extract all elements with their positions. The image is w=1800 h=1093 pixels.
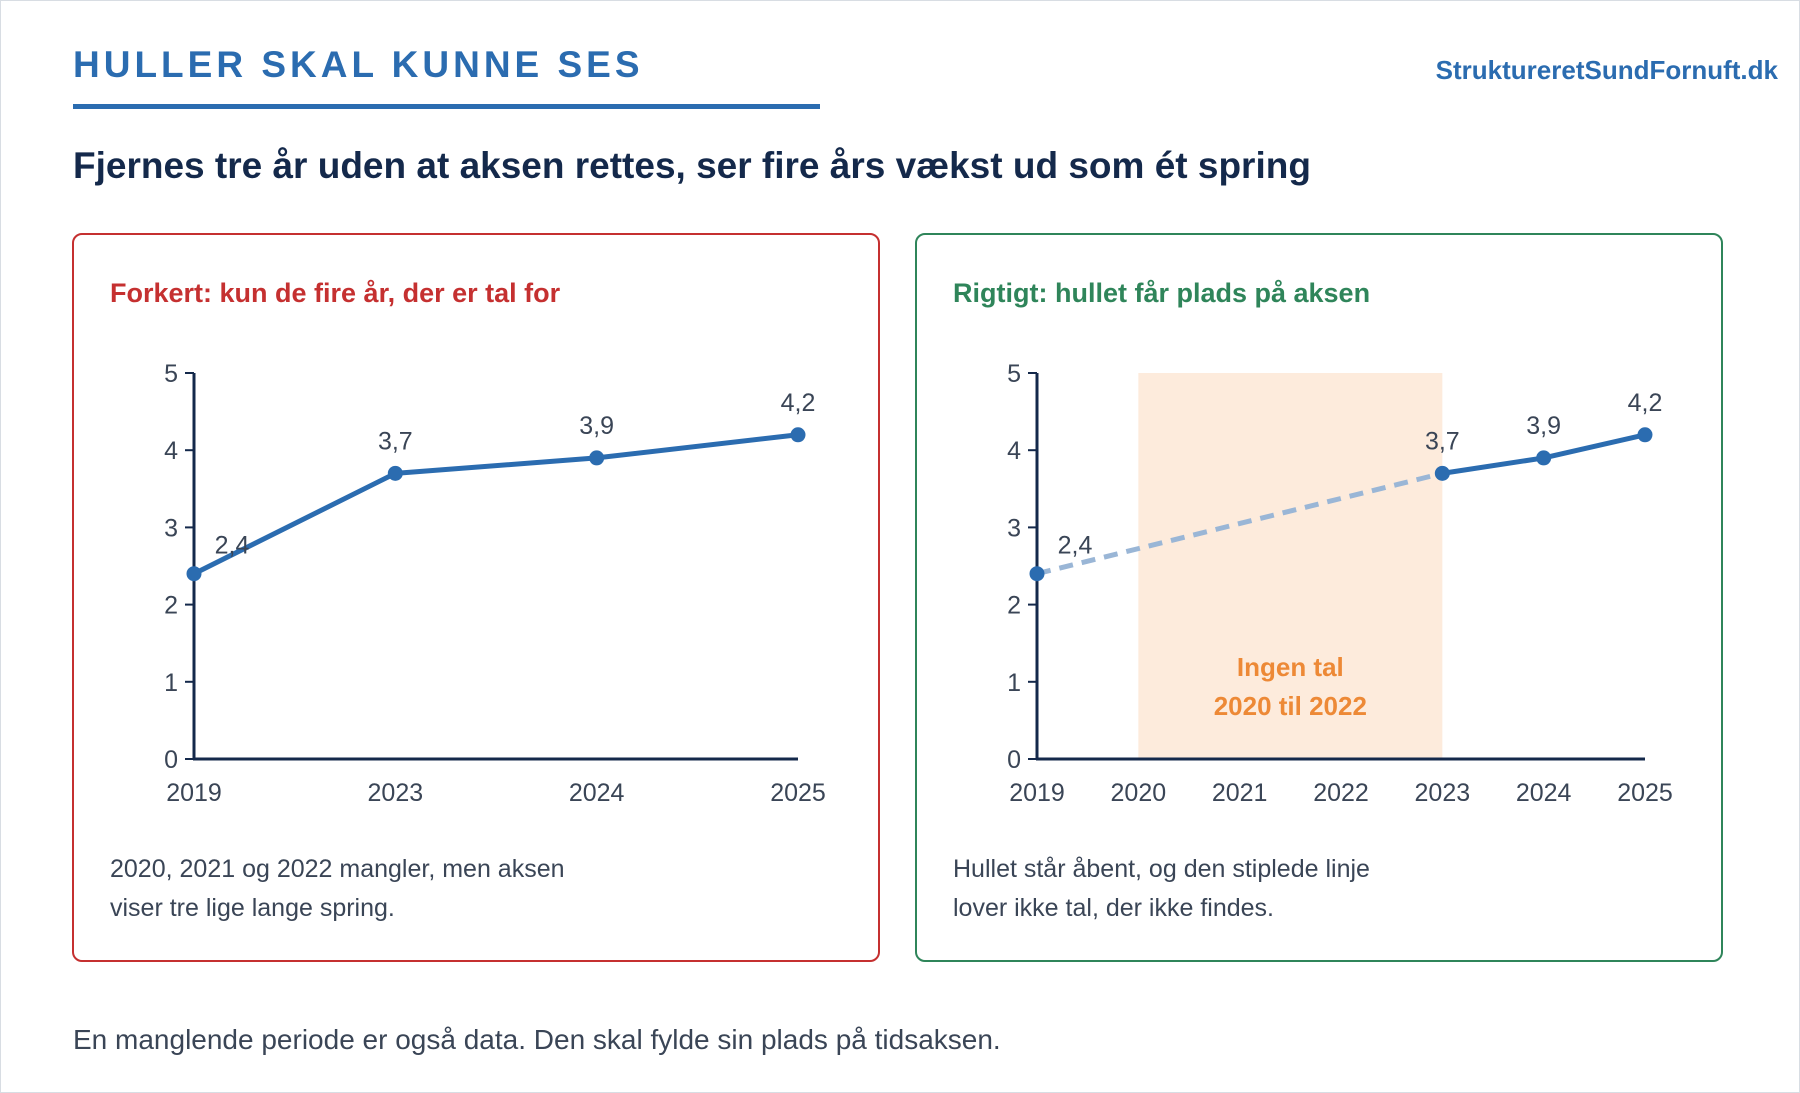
y-tick-label: 0 <box>164 746 178 774</box>
series-line <box>192 432 799 576</box>
panel-wrong-note-line1: 2020, 2021 og 2022 mangler, men aksen <box>110 855 565 883</box>
panel-wrong-note: 2020, 2021 og 2022 mangler, men aksen vi… <box>110 850 710 928</box>
x-tick-label: 2019 <box>1009 779 1065 807</box>
y-tick-label: 1 <box>1007 669 1021 697</box>
x-tick-label: 2023 <box>368 779 424 807</box>
x-tick-label: 2024 <box>569 779 625 807</box>
data-label: 3,9 <box>579 412 614 440</box>
data-label: 2,4 <box>215 532 250 560</box>
x-tick-label: 2021 <box>1212 779 1268 807</box>
chart-right: Ingen tal 2020 til 2022 0 1 2 3 4 5 2019 2020 2021… <box>1007 360 1673 807</box>
kicker-underline <box>73 104 820 109</box>
y-tick-label: 2 <box>1007 592 1021 620</box>
y-tick-label: 4 <box>164 437 178 465</box>
y-tick-label: 5 <box>164 360 178 388</box>
x-tick-label: 2019 <box>166 779 222 807</box>
page-title: Fjernes tre år uden at aksen rettes, ser… <box>73 145 1311 186</box>
footer-note: En manglende periode er også data. Den s… <box>73 1024 1001 1055</box>
x-tick-label: 2025 <box>1617 779 1673 807</box>
x-tick-label: 2022 <box>1313 779 1369 807</box>
x-tick-label: 2025 <box>770 779 826 807</box>
kicker-heading: HULLER SKAL KUNNE SES <box>73 44 644 85</box>
y-tick-label: 1 <box>164 669 178 697</box>
panel-wrong-heading: Forkert: kun de fire år, der er tal for <box>110 278 561 308</box>
data-point <box>790 427 806 443</box>
data-label: 3,9 <box>1526 412 1561 440</box>
data-label: 4,2 <box>1628 389 1663 417</box>
panel-right-heading: Rigtigt: hullet får plads på aksen <box>953 278 1371 308</box>
data-label: 3,7 <box>378 427 413 455</box>
data-point <box>1637 427 1653 443</box>
data-label: 2,4 <box>1058 532 1093 560</box>
site-link[interactable]: StruktureretSundFornuft.dk <box>1435 55 1778 85</box>
y-tick-label: 2 <box>164 592 178 620</box>
gap-band <box>1138 373 1443 759</box>
data-point <box>589 450 605 466</box>
data-point <box>186 566 202 582</box>
chart-wrong: 0 1 2 3 4 5 2019 2023 2024 2025 2,4 3,7 3,9 4,2 <box>164 360 826 807</box>
panel-right-note-line1: Hullet står åbent, og den stiplede linje <box>953 855 1370 883</box>
panel-right-note-line2: lover ikke tal, der ikke findes. <box>953 894 1274 922</box>
gap-label-line2: 2020 til 2022 <box>1214 691 1367 721</box>
panel-wrong: Forkert: kun de fire år, der er tal for … <box>72 233 880 962</box>
data-point <box>387 465 403 481</box>
data-label: 3,7 <box>1425 427 1460 455</box>
y-tick-label: 5 <box>1007 360 1021 388</box>
data-point <box>1029 566 1045 582</box>
panel-wrong-note-line2: viser tre lige lange spring. <box>110 894 395 922</box>
data-point <box>1434 465 1450 481</box>
x-tick-label: 2023 <box>1415 779 1471 807</box>
panel-right: Rigtigt: hullet får plads på aksen Ingen… <box>915 233 1723 962</box>
panel-right-note: Hullet står åbent, og den stiplede linje… <box>953 850 1553 928</box>
data-point <box>1536 450 1552 466</box>
gap-label-line1: Ingen tal <box>1237 652 1344 682</box>
y-tick-label: 3 <box>164 514 178 542</box>
y-tick-label: 4 <box>1007 437 1021 465</box>
data-label: 4,2 <box>781 389 816 417</box>
x-tick-label: 2020 <box>1111 779 1167 807</box>
y-tick-label: 0 <box>1007 746 1021 774</box>
x-tick-label: 2024 <box>1516 779 1572 807</box>
dashed-connector-line <box>1036 470 1443 577</box>
y-tick-label: 3 <box>1007 514 1021 542</box>
